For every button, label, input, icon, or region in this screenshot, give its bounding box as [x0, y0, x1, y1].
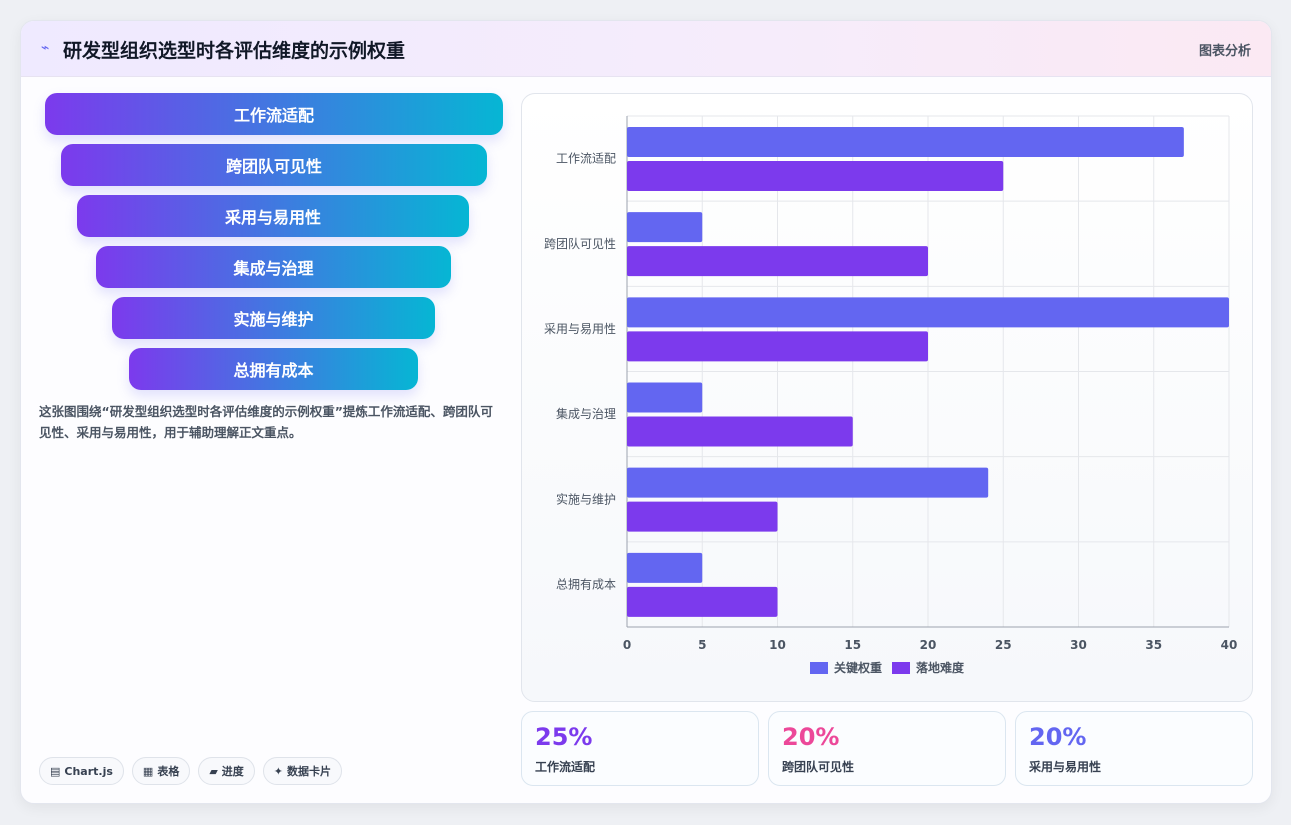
- y-tick-label: 集成与治理: [556, 406, 616, 421]
- bar: [627, 246, 928, 277]
- kpi-card: 20% 采用与易用性: [1015, 711, 1253, 786]
- bar: [627, 297, 1229, 328]
- funnel-item: 工作流适配: [45, 93, 503, 135]
- legend-swatch: [810, 662, 828, 674]
- x-tick-label: 5: [698, 638, 706, 652]
- chart-panel: 工作流适配跨团队可见性 采用与易用性集成与治理实施与维护总拥有成本 0 5 10 15 20…: [521, 93, 1253, 702]
- kpi-value: 20%: [1029, 723, 1087, 751]
- header: ⌁ 研发型组织选型时各评估维度的示例权重 图表分析: [21, 21, 1271, 77]
- funnel-item: 集成与治理: [96, 246, 451, 288]
- chart-line-icon: ⌁: [41, 40, 50, 56]
- bar: [627, 331, 928, 362]
- bar: [627, 586, 778, 617]
- kpi-value: 25%: [535, 723, 593, 751]
- description: 这张图围绕“研发型组织选型时各评估维度的示例权重”提炼工作流适配、跨团队可见性、…: [39, 404, 493, 440]
- bar: [627, 161, 1004, 191]
- tag-label: Chart.js: [64, 764, 113, 778]
- chart-analysis-button[interactable]: 图表分析: [1198, 44, 1251, 59]
- tag-label: 进度: [221, 765, 244, 778]
- y-tick-label: 实施与维护: [556, 491, 616, 506]
- legend-swatch: [892, 662, 910, 674]
- x-tick-label: 35: [1145, 638, 1162, 652]
- x-tick-label: 0: [623, 638, 631, 652]
- tag-chip[interactable]: ▤ Chart.js: [39, 757, 124, 785]
- funnel-item: 采用与易用性: [77, 195, 469, 237]
- bar: [627, 467, 989, 498]
- kpi-card: 25% 工作流适配: [521, 711, 759, 786]
- kpi-card: 20% 跨团队可见性: [768, 711, 1006, 786]
- bar: [627, 127, 1184, 157]
- y-tick-label: 总拥有成本: [556, 577, 616, 591]
- y-tick-label: 采用与易用性: [544, 322, 616, 336]
- progress-icon: ▰: [209, 764, 218, 778]
- bar: [627, 382, 703, 413]
- tag-list: ▤ Chart.js ▦ 表格 ▰ 进度 ✦ 数据卡片: [39, 757, 343, 785]
- main-card: ⌁ 研发型组织选型时各评估维度的示例权重 图表分析 工作流适配 跨团队可见性 采用与…: [20, 20, 1272, 804]
- bar: [627, 416, 853, 447]
- bar: [627, 501, 778, 532]
- kpi-label: 跨团队可见性: [782, 760, 855, 774]
- x-tick-label: 40: [1221, 638, 1238, 652]
- x-tick-label: 10: [769, 638, 786, 652]
- funnel-item: 跨团队可见性: [61, 144, 487, 186]
- x-tick-label: 30: [1070, 638, 1087, 652]
- tag-label: 数据卡片: [287, 765, 332, 778]
- kpi-value: 20%: [782, 723, 840, 751]
- bar: [627, 212, 703, 243]
- tag-chip[interactable]: ✦ 数据卡片: [262, 757, 343, 785]
- bar: [627, 552, 703, 583]
- x-tick-label: 20: [920, 638, 937, 652]
- chart-icon: ▤: [50, 764, 61, 778]
- x-tick-label: 25: [995, 638, 1012, 652]
- tag-label: 表格: [157, 765, 180, 778]
- kpi-label: 工作流适配: [535, 760, 596, 774]
- table-icon: ▦: [142, 764, 154, 778]
- y-tick-label: 工作流适配: [556, 152, 616, 166]
- legend-label: 关键权重: [834, 660, 882, 675]
- funnel-item: 实施与维护: [112, 297, 435, 339]
- legend-label: 落地难度: [916, 660, 965, 675]
- tag-chip[interactable]: ▰ 进度: [198, 757, 255, 785]
- page-title: 研发型组织选型时各评估维度的示例权重: [63, 40, 406, 62]
- tag-chip[interactable]: ▦ 表格: [131, 757, 191, 785]
- y-tick-label: 跨团队可见性: [544, 236, 616, 251]
- kpi-label: 采用与易用性: [1029, 760, 1102, 774]
- x-tick-label: 15: [844, 638, 861, 652]
- funnel-item: 总拥有成本: [129, 348, 418, 390]
- sparkle-icon: ✦: [273, 764, 284, 778]
